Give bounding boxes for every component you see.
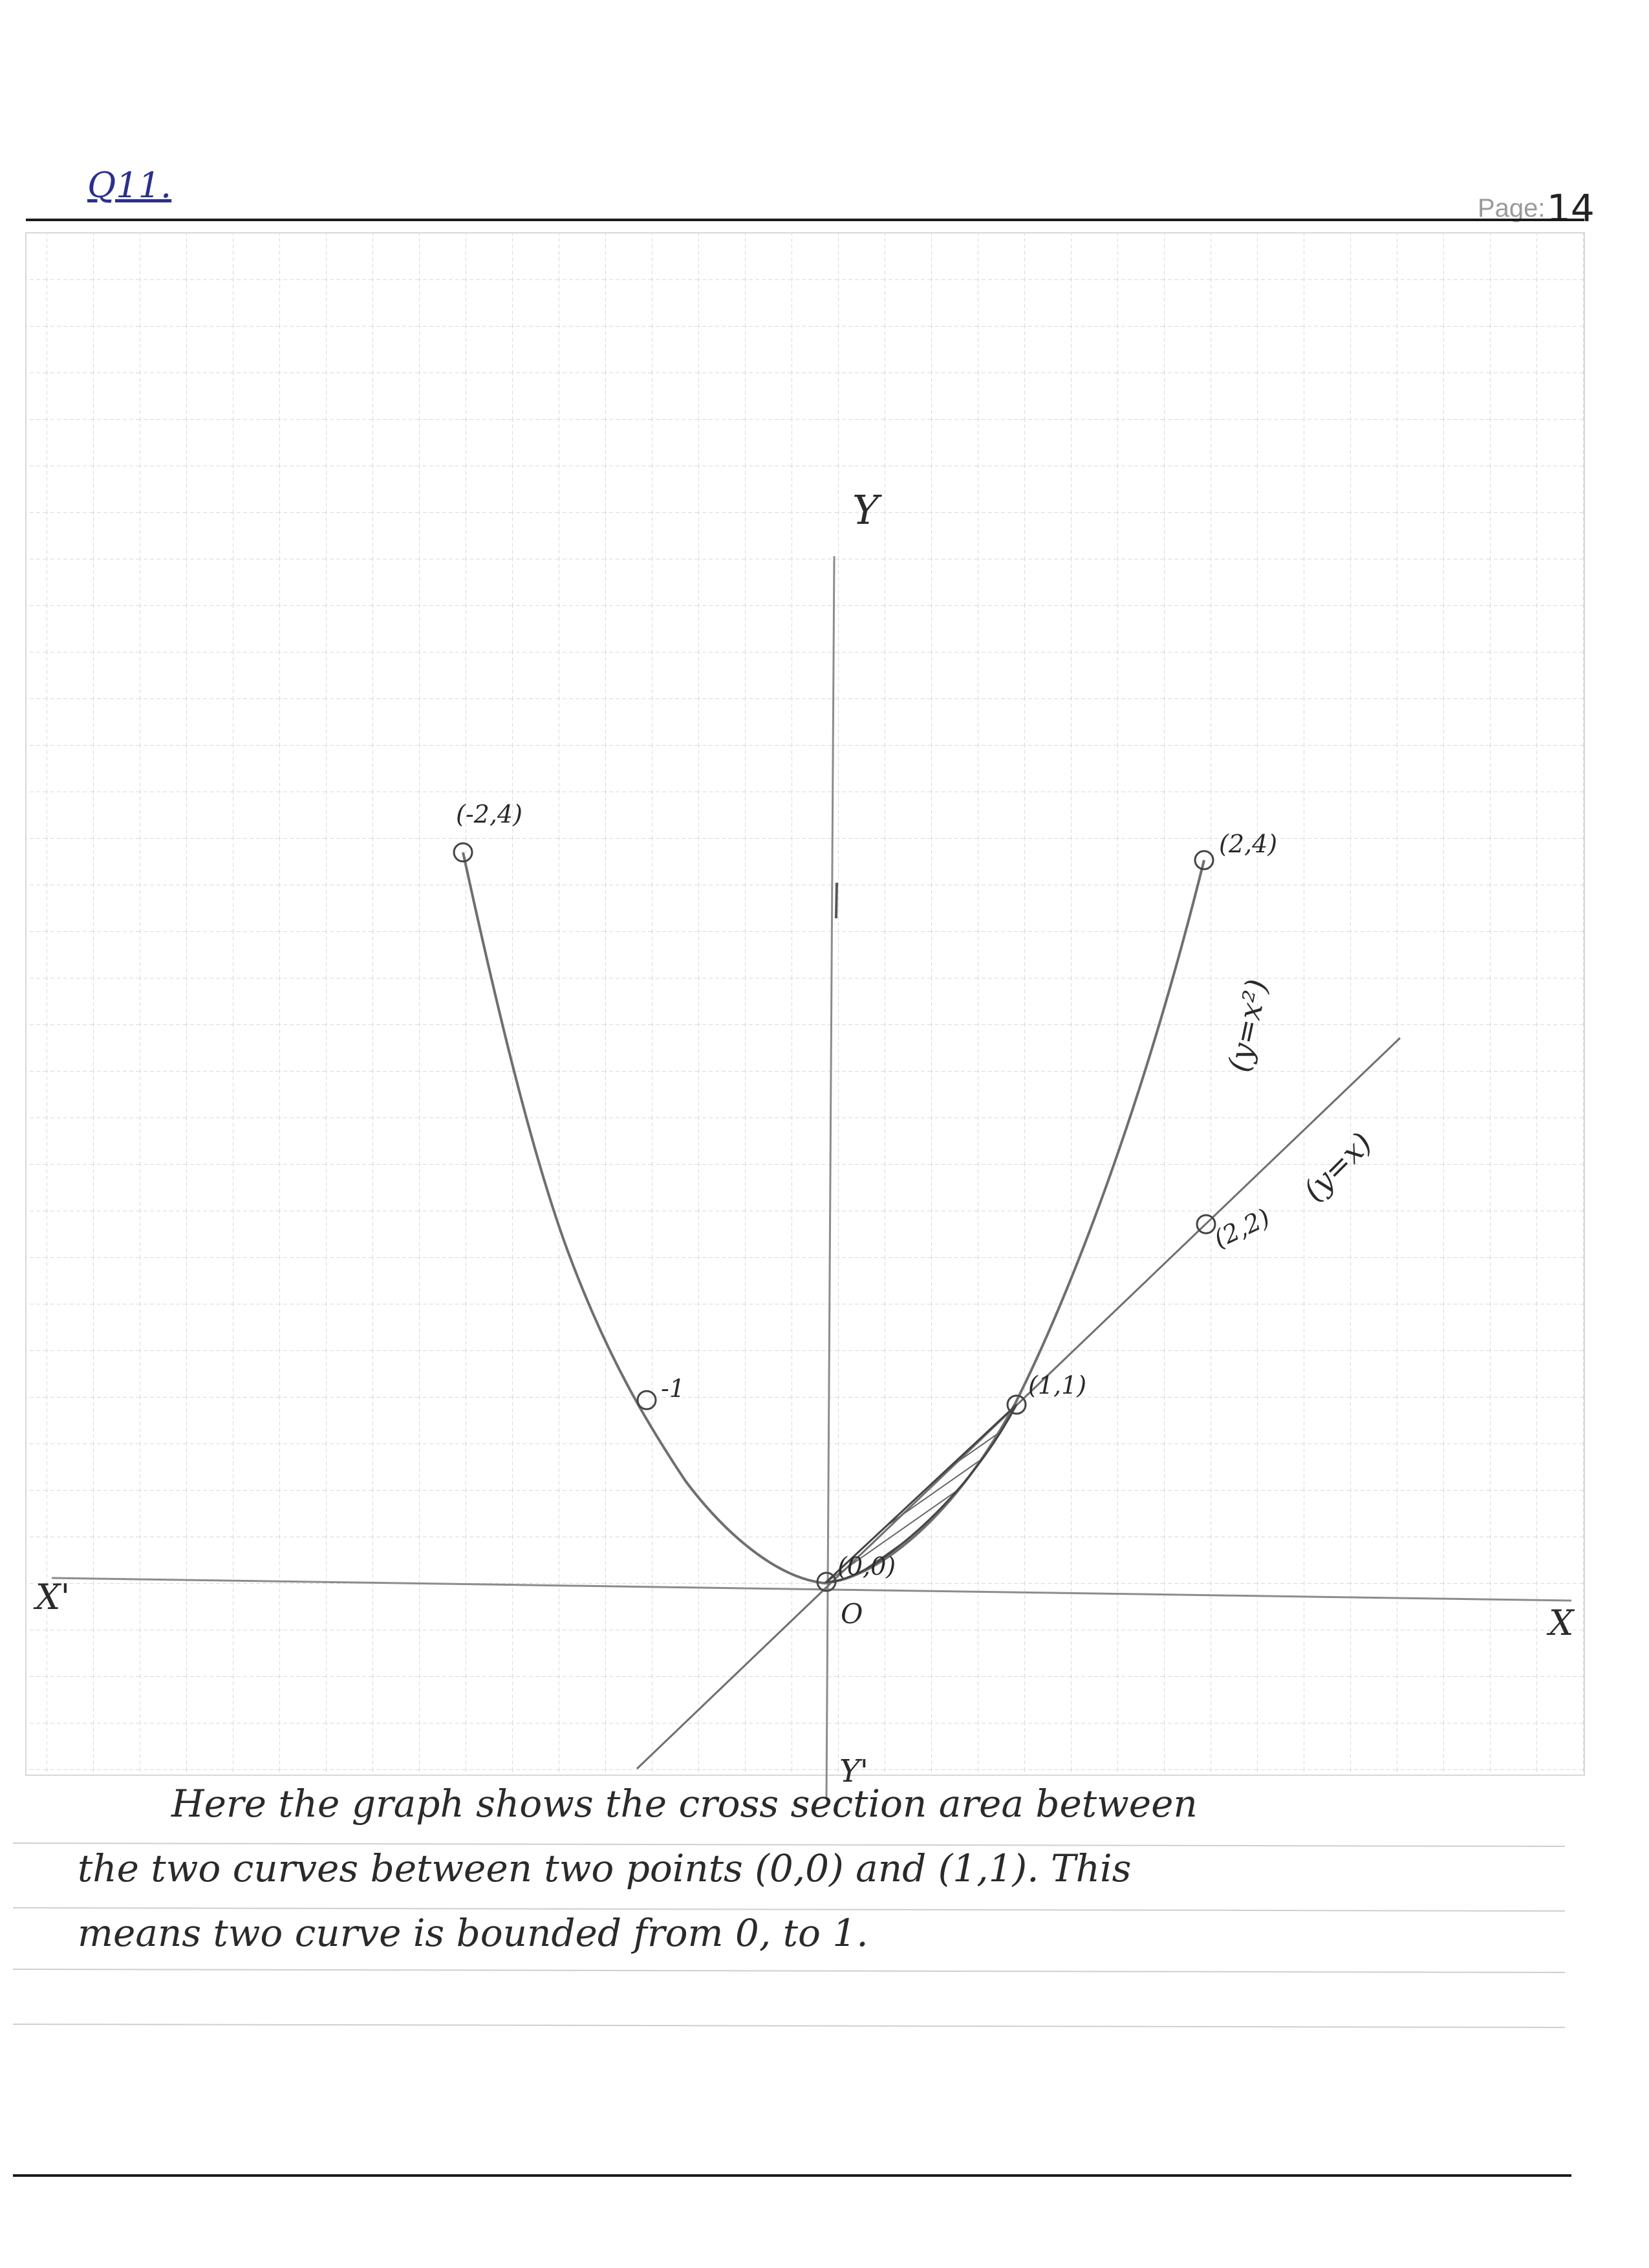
point-label-neg2-4: (-2,4): [456, 800, 523, 828]
note-line-2: the two curves between two points (0,0) …: [78, 1846, 1132, 1890]
point-marker: [816, 1571, 837, 1592]
writing-line: [12, 1969, 1566, 1973]
writing-line: [12, 2024, 1566, 2028]
writing-line: [12, 1842, 1566, 1847]
y-neg-axis-label: Y': [839, 1753, 868, 1789]
point-marker: [1194, 850, 1214, 870]
line-y-equals-x: [636, 1037, 1401, 1770]
point-label-1-1: (1,1): [1028, 1371, 1086, 1399]
note-line-3: means two curve is bounded from 0, to 1.: [78, 1911, 868, 1955]
shaded-area: [824, 1403, 1018, 1583]
note-line-1: Here the graph shows the cross section a…: [171, 1782, 1198, 1826]
point-marker: [636, 1390, 657, 1410]
header-rule: [26, 219, 1584, 221]
origin-label: O: [841, 1598, 863, 1630]
page-number: 14: [1547, 186, 1595, 230]
x-axis: [51, 1577, 1572, 1602]
x-axis-label: X: [1546, 1603, 1575, 1643]
point-marker: [1006, 1394, 1027, 1415]
point-marker: [1196, 1214, 1216, 1235]
question-number: Q11.: [87, 165, 172, 206]
parabola-y-equals-x-squared: [462, 852, 1205, 1585]
y-axis-label: Y: [852, 486, 882, 534]
y-axis-tick: [835, 882, 838, 919]
point-marker: [453, 842, 473, 863]
writing-line: [12, 1907, 1566, 1912]
point-label-0-0: (0,0): [837, 1552, 896, 1581]
x-neg-axis-label: X': [33, 1577, 70, 1617]
footer-rule: [13, 2174, 1571, 2177]
point-label-neg1: -1: [661, 1374, 685, 1403]
page-label: Page:: [1478, 194, 1546, 222]
grid-paper: [25, 232, 1585, 1776]
point-label-2-4: (2,4): [1219, 830, 1277, 858]
